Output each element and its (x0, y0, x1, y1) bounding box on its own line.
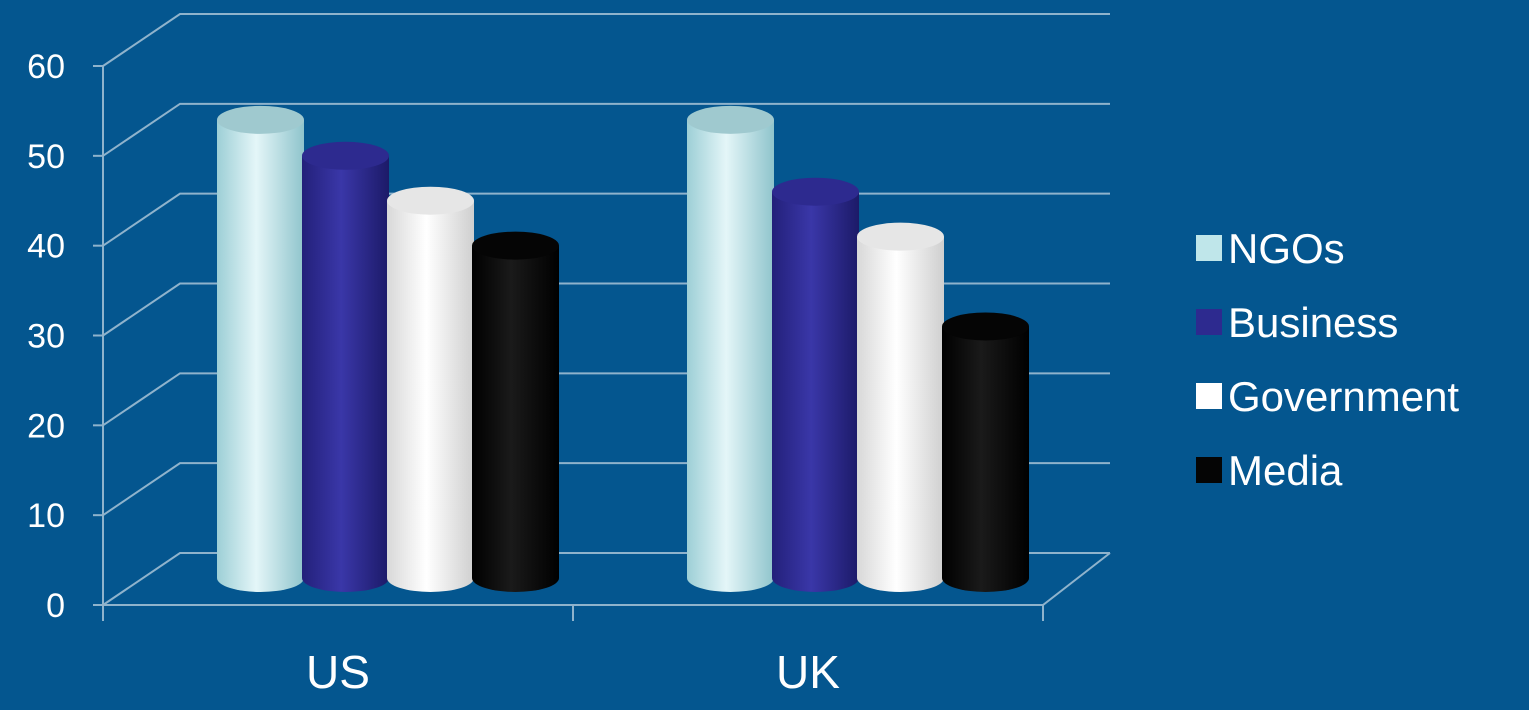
bar-government-us (387, 186, 475, 593)
legend-item-business: Business (1196, 299, 1398, 346)
y-tick-label: 40 (27, 228, 65, 266)
y-tick-label: 60 (27, 48, 65, 86)
x-category-label: UK (776, 646, 840, 698)
bar-body (302, 155, 389, 593)
y-tick-label: 10 (27, 497, 65, 535)
bar-body (687, 119, 774, 593)
legend-swatch (1196, 235, 1222, 261)
bar-ngos-uk (687, 105, 774, 593)
legend: NGOs Business Government Media (1196, 225, 1459, 494)
axes (93, 65, 1111, 621)
bar-government-uk (857, 222, 944, 593)
legend-item-ngos: NGOs (1196, 225, 1345, 272)
legend-label: Media (1228, 447, 1343, 494)
bar-body (772, 191, 859, 593)
bar-body (472, 245, 559, 593)
x-category-label: US (306, 646, 370, 698)
gridline (102, 13, 1110, 67)
y-axis-tick-labels: 0 10 20 30 40 50 60 (27, 48, 65, 625)
legend-item-media: Media (1196, 447, 1343, 494)
x-axis-category-labels: US UK (306, 646, 840, 698)
bar-business-uk (772, 177, 859, 593)
bar-top (942, 312, 1029, 341)
legend-swatch (1196, 457, 1222, 483)
bar-body (857, 236, 944, 593)
bar-top (302, 141, 389, 170)
bar-body (942, 326, 1029, 593)
bar-top (472, 231, 559, 260)
bar-business-us (302, 141, 389, 593)
bar-top (217, 105, 304, 134)
y-tick-label: 0 (46, 587, 65, 625)
bar-top (387, 186, 474, 215)
bar-body (387, 200, 475, 593)
legend-label: NGOs (1228, 225, 1345, 272)
gridlines (102, 13, 1110, 606)
y-tick-label: 50 (27, 138, 65, 176)
y-tick-label: 30 (27, 318, 65, 356)
bar-body (217, 119, 304, 593)
legend-label: Business (1228, 299, 1398, 346)
bar-top (772, 177, 859, 206)
bar-ngos-us (217, 105, 304, 593)
legend-item-government: Government (1196, 373, 1459, 420)
y-tick-label: 20 (27, 407, 65, 445)
gridline (102, 102, 1110, 157)
bars (217, 105, 1029, 593)
bar-media-uk (942, 312, 1029, 593)
legend-swatch (1196, 383, 1222, 409)
bar-top (687, 105, 774, 134)
bar-top (857, 222, 944, 251)
bar-media-us (472, 231, 559, 593)
legend-label: Government (1228, 373, 1459, 420)
legend-swatch (1196, 309, 1222, 335)
